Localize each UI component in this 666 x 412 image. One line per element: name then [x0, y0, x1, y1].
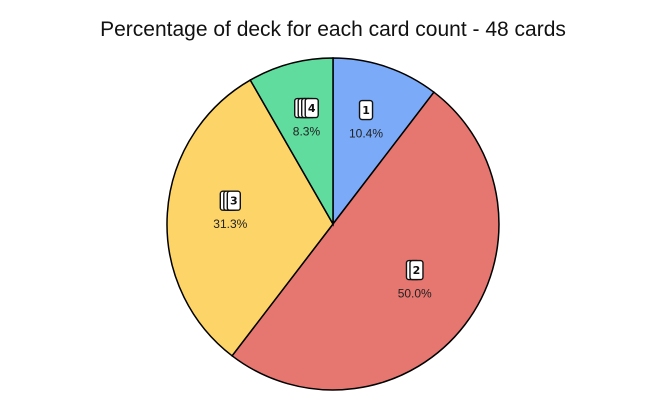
- pie-slice-2: [231, 91, 500, 391]
- percentage-label: 10.4%: [349, 127, 383, 141]
- slice-label-1: 1 10.4%: [349, 99, 383, 141]
- slice-labels: 1 10.4% 2 50.0% 3 31.3% 4 8.3%: [213, 97, 432, 301]
- slice-label-4: 4 8.3%: [293, 97, 321, 139]
- chart-title: Percentage of deck for each card count -…: [100, 18, 566, 41]
- slice-label-2: 2 50.0%: [398, 259, 432, 301]
- card-stack-icon: 2: [405, 259, 424, 281]
- percentage-label: 50.0%: [398, 287, 432, 301]
- card-count-label: 4: [308, 102, 316, 115]
- percentage-label: 31.3%: [213, 217, 247, 231]
- pie-slice-3: [166, 79, 334, 357]
- percentage-label: 8.3%: [293, 125, 321, 139]
- pie-slices: [166, 57, 500, 391]
- card-stack-icon: 3: [219, 190, 242, 211]
- card-stack-icon: 1: [358, 99, 374, 121]
- card-count-label: 3: [230, 195, 238, 208]
- card-count-label: 2: [413, 264, 421, 277]
- card-count-label: 1: [362, 104, 370, 117]
- pie-slice-1: [332, 57, 435, 227]
- card-stack-icon: 4: [294, 97, 319, 119]
- slice-label-3: 3 31.3%: [213, 190, 248, 231]
